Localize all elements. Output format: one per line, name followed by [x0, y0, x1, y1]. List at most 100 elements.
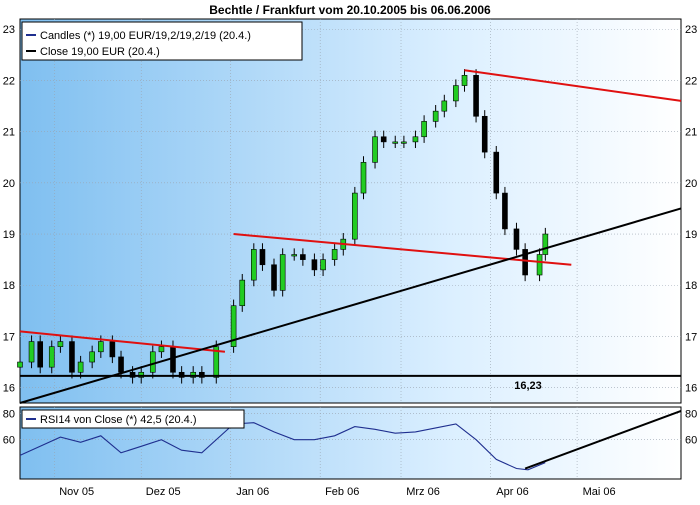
- candle-body: [536, 254, 543, 276]
- candle-body: [251, 249, 257, 281]
- candle-body: [213, 346, 220, 378]
- rsi-trend-line: [524, 409, 682, 470]
- overlay-red-line: [464, 69, 682, 102]
- candle-body: [158, 346, 165, 353]
- y-tick-label: 20: [3, 178, 15, 190]
- candle-body: [372, 136, 378, 163]
- candle-body: [129, 371, 136, 378]
- y-tick-label: 21: [3, 127, 15, 139]
- candle-body: [37, 341, 44, 368]
- candle-body: [461, 75, 468, 86]
- candle-body: [149, 351, 156, 373]
- candle-body: [320, 259, 326, 271]
- candle-body: [28, 341, 35, 363]
- candle-body: [380, 136, 387, 143]
- candle-body: [441, 100, 448, 112]
- rsi-series-line: [19, 422, 546, 471]
- y-tick-label: 23: [685, 24, 697, 36]
- y-tick-label: 16: [685, 383, 697, 395]
- candle-body: [98, 341, 104, 353]
- candle-body: [239, 279, 246, 307]
- x-tick-label: Feb 06: [325, 486, 359, 498]
- candle-body: [109, 341, 116, 358]
- candle-body: [473, 75, 479, 117]
- y-tick-label: 60: [685, 435, 697, 447]
- candle-body: [432, 110, 439, 122]
- x-tick-label: Dez 05: [146, 486, 181, 498]
- candles: [17, 69, 549, 384]
- candle-body: [493, 151, 500, 194]
- candle-body: [190, 371, 196, 378]
- candle-body: [412, 136, 419, 143]
- candle-body: [291, 254, 298, 257]
- x-tick-label: Nov 05: [59, 486, 94, 498]
- main-yticks-right: 16 17 18 19 20 21 22 23: [685, 24, 697, 394]
- y-tick-label: 18: [685, 280, 697, 292]
- y-tick-label: 19: [685, 229, 697, 241]
- legend-label-candles: Candles (*) 19,00 EUR/19,2/19,2/19 (20.4…: [40, 30, 251, 42]
- y-tick-label: 60: [3, 435, 15, 447]
- main-grid: [20, 19, 681, 403]
- candle-body: [69, 341, 75, 373]
- y-tick-label: 19: [3, 229, 15, 241]
- legend-box: [21, 21, 303, 61]
- candle-body: [331, 249, 338, 260]
- candle-body: [77, 361, 84, 373]
- legend: Candles (*) 19,00 EUR/19,2/19,2/19 (20.4…: [21, 21, 303, 61]
- candle-body: [360, 162, 367, 194]
- overlay-red-line: [233, 233, 572, 266]
- x-axis: Nov 05 Dez 05 Jan 06 Feb 06 Mrz 06 Apr 06 Mai …: [59, 486, 615, 498]
- chart-title: Bechtle / Frankfurt vom 20.10.2005 bis 0…: [209, 3, 491, 17]
- candle-body: [401, 141, 407, 144]
- candle-body: [481, 115, 488, 153]
- candle-body: [300, 254, 306, 260]
- candle-body: [89, 351, 95, 363]
- candle-body: [271, 264, 277, 291]
- rsi-grid: [20, 407, 681, 479]
- overlays: [19, 69, 682, 404]
- rsi-lines: [19, 409, 682, 471]
- candle-body: [352, 192, 358, 240]
- candle-body: [178, 371, 185, 378]
- y-tick-label: 23: [3, 24, 15, 36]
- main-yticks-left: 16 17 18 19 20 21 22 23: [3, 24, 15, 394]
- candle-body: [421, 121, 427, 138]
- y-tick-label: 80: [685, 409, 697, 421]
- y-tick-label: 21: [685, 127, 697, 139]
- candle-body: [138, 371, 145, 378]
- candle-body: [118, 356, 124, 373]
- main-annotations: 16,23: [514, 380, 542, 392]
- candle-body: [311, 259, 318, 271]
- candle-body: [199, 371, 205, 378]
- candle-body: [48, 346, 55, 368]
- y-tick-label: 18: [3, 280, 15, 292]
- y-tick-label: 16: [3, 383, 15, 395]
- y-tick-label: 17: [3, 331, 15, 343]
- x-tick-label: Apr 06: [496, 486, 528, 498]
- rsi-chart: 60 80 60 80 RSI14 von Close (*) 42,5 (20.4…: [3, 406, 697, 480]
- candle-body: [513, 228, 520, 250]
- rsi-legend: RSI14 von Close (*) 42,5 (20.4.): [21, 409, 245, 429]
- overlay-red-line: [19, 330, 226, 353]
- candle-body: [542, 233, 549, 255]
- y-tick-label: 80: [3, 409, 15, 421]
- level-label: 16,23: [514, 380, 542, 392]
- y-tick-label: 17: [685, 331, 697, 343]
- x-tick-label: Mrz 06: [406, 486, 440, 498]
- y-tick-label: 20: [685, 178, 697, 190]
- x-tick-label: Mai 06: [583, 486, 616, 498]
- candle-body: [57, 341, 64, 347]
- legend-label-close: Close 19,00 EUR (20.4.): [40, 46, 160, 58]
- candle-body: [522, 249, 528, 276]
- rsi-legend-box: [21, 409, 245, 429]
- y-tick-label: 22: [685, 75, 697, 87]
- rsi-yticks-left: 60 80: [3, 409, 15, 447]
- candle-body: [17, 361, 23, 368]
- x-tick-label: Jan 06: [236, 486, 269, 498]
- rsi-yticks-right: 60 80: [685, 409, 697, 447]
- candle-body: [259, 249, 266, 266]
- candle-body: [392, 141, 399, 144]
